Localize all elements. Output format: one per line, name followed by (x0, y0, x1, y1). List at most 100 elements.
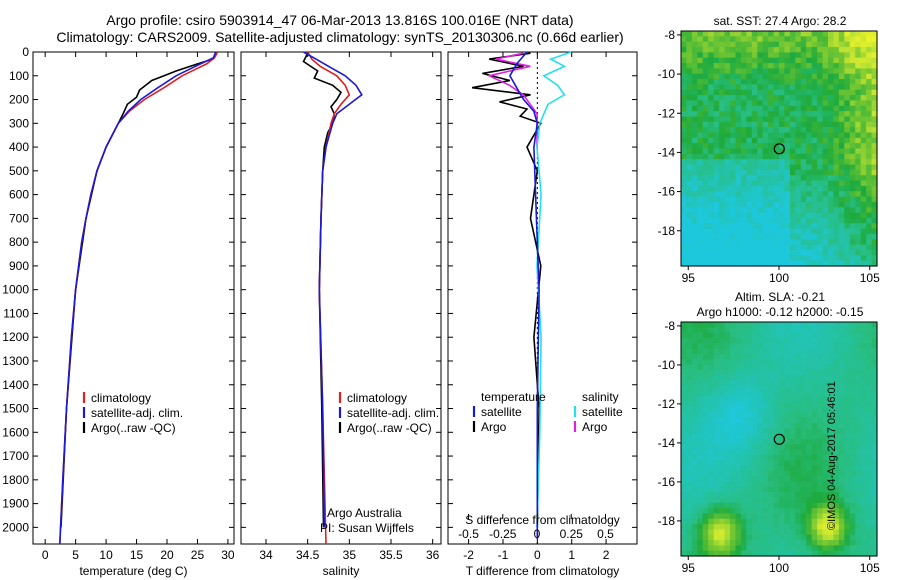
sla-map-cell (822, 534, 829, 541)
sst-map-cell (800, 153, 807, 160)
sst-map-ytick-label: -10 (658, 67, 676, 81)
sla-map-cell (735, 497, 742, 504)
sla-map-cell (833, 348, 840, 355)
sst-map-cell (866, 260, 873, 267)
sst-map-cell (860, 73, 867, 80)
sla-map-cell (746, 492, 753, 499)
sla-map-cell (795, 364, 802, 371)
sst-map-cell (849, 137, 856, 144)
sla-map-cell (817, 423, 824, 429)
sst-map-cell (708, 169, 715, 176)
sla-map-cell (730, 423, 737, 429)
sst-map-cell (724, 217, 731, 224)
sla-map-cell (811, 524, 818, 531)
sla-map-cell (866, 481, 873, 488)
sst-map-cell (697, 212, 704, 219)
sst-map-cell (844, 223, 851, 230)
sst-map-cell (849, 196, 856, 203)
sla-map-cell (762, 508, 769, 515)
sst-map-cell (789, 41, 796, 48)
sst-map-cell (784, 52, 791, 59)
sla-map-cell (724, 518, 731, 525)
sst-map-cell (730, 148, 737, 155)
sla-map-cell (702, 407, 709, 414)
sst-map-cell (817, 57, 824, 64)
sst-map-cell (860, 31, 867, 37)
sst-map-cell (730, 196, 737, 203)
sla-map-cell (702, 518, 709, 525)
sst-map-cell (871, 191, 878, 198)
sst-map-cell (838, 228, 845, 235)
sst-map-cell (866, 73, 873, 80)
sla-map-cell (713, 332, 720, 339)
sst-map-cell (817, 207, 824, 214)
sla-map-cell (784, 465, 791, 472)
sst-map-cell (849, 143, 856, 150)
sst-map-cell (789, 68, 796, 75)
sla-map-cell (719, 513, 726, 520)
sst-map-cell (800, 47, 807, 53)
sst-map-cell (800, 207, 807, 214)
sst-map-cell (735, 79, 742, 86)
sla-map-cell (789, 364, 796, 371)
sst-map-cell (811, 228, 818, 235)
sla-map-cell (811, 460, 818, 467)
sla-map-cell (833, 454, 840, 461)
sla-map-cell (730, 465, 737, 472)
sst-map-cell (708, 191, 715, 198)
sla-map-cell (751, 449, 758, 456)
sla-map-cell (740, 412, 747, 419)
sla-map-cell (833, 508, 840, 515)
sst-map-cell (713, 121, 720, 128)
sla-map-cell (751, 322, 758, 328)
sla-map-cell (751, 529, 758, 536)
sla-map-cell (784, 337, 791, 344)
sla-map-cell (789, 322, 796, 328)
sst-map-cell (740, 84, 747, 91)
sst-map-cell (871, 41, 878, 48)
sst-map-cell (751, 100, 758, 107)
sla-map-cell (724, 417, 731, 424)
sst-map-cell (735, 137, 742, 144)
sst-map-cell (724, 73, 731, 80)
sla-map-cell (849, 534, 856, 541)
sst-map-cell (844, 31, 851, 37)
sst-map-cell (708, 100, 715, 107)
sst-map-cell (849, 239, 856, 246)
sla-map-cell (691, 492, 698, 499)
sla-map-cell (713, 327, 720, 334)
sst-map-cell (773, 169, 780, 176)
sla-map-cell (686, 492, 693, 499)
sst-map-cell (866, 255, 873, 262)
sla-map-cell (751, 380, 758, 387)
sla-map-cell (828, 327, 835, 334)
sst-map-cell (849, 52, 856, 59)
sst-map-cell (800, 31, 807, 37)
sst-map-cell (686, 148, 693, 155)
sla-map-cell (768, 454, 775, 461)
sla-map-cell (828, 529, 835, 536)
sst-map-cell (871, 68, 878, 75)
sla-map-cell (855, 369, 862, 376)
sla-map-cell (789, 428, 796, 435)
sla-map-cell (757, 454, 764, 461)
sst-map-cell (789, 121, 796, 128)
sla-map-cell (779, 545, 786, 552)
sla-map-cell (773, 332, 780, 339)
sst-map-cell (811, 105, 818, 112)
salinity-annotation-line1: Argo Australia (327, 506, 402, 520)
sst-map-cell (773, 116, 780, 123)
sst-map-cell (822, 36, 829, 43)
sst-map-cell (838, 201, 845, 208)
sst-map-cell (855, 169, 862, 176)
sst-map-cell (784, 63, 791, 69)
sla-map-cell (730, 433, 737, 440)
sst-map-cell (800, 217, 807, 224)
sla-map-cell (730, 444, 737, 451)
sst-map-cell (751, 36, 758, 43)
sst-map-cell (719, 175, 726, 182)
sla-map-cell (724, 369, 731, 376)
sla-map-cell (740, 465, 747, 472)
sla-map-cell (773, 369, 780, 376)
sst-map-cell (800, 180, 807, 187)
